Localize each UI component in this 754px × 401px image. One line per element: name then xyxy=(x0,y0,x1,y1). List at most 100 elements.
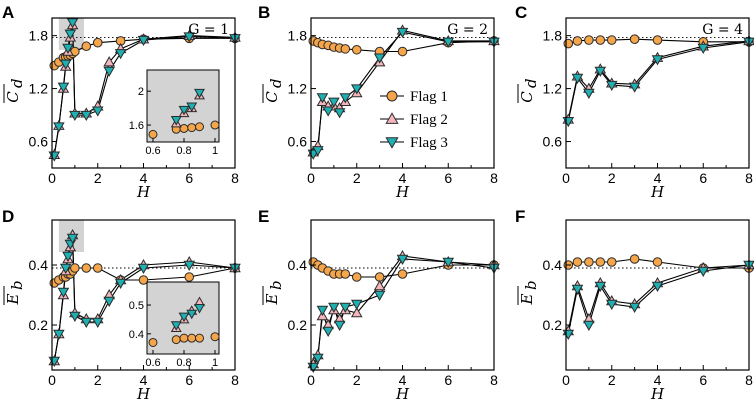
series-point-flag3 xyxy=(322,106,334,117)
series-point-flag3 xyxy=(442,257,455,268)
inset-point-flag1 xyxy=(195,333,204,343)
series-point-flag3 xyxy=(53,122,65,133)
series-point-flag3 xyxy=(339,302,352,313)
series-point-flag3 xyxy=(350,299,363,310)
series-point-flag1 xyxy=(606,257,617,267)
series-point-flag3 xyxy=(396,27,409,39)
x-tick-label: 4 xyxy=(654,372,662,388)
y-tick-label: 1.8 xyxy=(288,28,308,44)
series-point-flag3 xyxy=(396,254,409,265)
x-tick-label: 6 xyxy=(699,372,707,388)
inset-panel-D: 0.6 0.8 1 0.4 0.5 xyxy=(129,281,220,369)
inset-point-flag1 xyxy=(171,335,181,345)
y-axis-label: Eb xyxy=(262,280,285,305)
y-axis-label-sub: b xyxy=(522,280,540,290)
x-axis-label: H xyxy=(395,183,410,201)
series-point-flag1 xyxy=(351,44,362,55)
series-point-flag3 xyxy=(605,299,618,310)
plot-frame xyxy=(565,219,750,371)
inset-point-flag3 xyxy=(170,116,182,126)
series-point-flag2 xyxy=(103,56,115,67)
y-axis-label-sub: d xyxy=(8,78,26,88)
inset-panel-A: 0.6 0.8 1 1.6 2 xyxy=(129,69,220,157)
x-tick-label: 2 xyxy=(608,372,616,388)
series-point-flag1 xyxy=(81,263,92,273)
inset-point-flag3 xyxy=(186,102,198,113)
y-axis-label-main: E xyxy=(263,293,281,305)
series-point-flag3 xyxy=(80,317,93,328)
y-tick-label: 1.2 xyxy=(29,81,49,97)
series-point-flag3 xyxy=(62,251,74,262)
series-point-flag3 xyxy=(91,106,104,117)
x-tick-label: 8 xyxy=(231,170,239,186)
x-tick-label: 2 xyxy=(94,170,102,186)
g-label: G = 1 xyxy=(188,22,229,38)
legend-label: Flag 1 xyxy=(410,89,448,105)
inset-point-flag1 xyxy=(148,337,158,347)
series-point-flag3 xyxy=(328,97,340,108)
inset-point-flag1 xyxy=(210,120,220,130)
series-point-flag3 xyxy=(605,80,618,92)
series-point-flag3 xyxy=(373,53,386,64)
y-tick-label: 1.8 xyxy=(29,28,49,44)
x-tick-label: 4 xyxy=(399,170,407,186)
y-tick-label: 0.6 xyxy=(288,134,308,150)
series-point-flag3 xyxy=(697,266,710,277)
y-axis-label: Cd xyxy=(262,78,285,103)
x-axis-label: H xyxy=(136,385,151,401)
y-tick-label: 0.2 xyxy=(543,317,563,333)
series-point-flag3 xyxy=(312,353,324,364)
series-point-flag1 xyxy=(563,38,574,49)
x-axis-label: H xyxy=(136,183,151,201)
x-axis-label: H xyxy=(395,385,410,401)
x-axis-label: H xyxy=(650,385,665,401)
x-tick-label: 0 xyxy=(562,372,570,388)
y-tick-label: 1.8 xyxy=(543,28,563,44)
y-axis-label-main: C xyxy=(4,91,22,103)
legend-marker-flag2 xyxy=(385,112,399,124)
x-tick-label: 6 xyxy=(185,372,193,388)
series-point-flag1 xyxy=(584,35,594,45)
series-point-flag1 xyxy=(606,35,617,45)
series-point-flag3 xyxy=(339,93,352,104)
panel-D: 0 2 4 6 8 0.2 0.4 H Eb D 0.6 0.8 1 0.4 0.5 xyxy=(2,207,241,401)
series-point-flag3 xyxy=(373,290,386,301)
panel-A: 0 2 4 6 8 0.6 1.2 1.8 H Cd A G = 1 0.6 0.8 1 1.6 2 xyxy=(2,3,241,201)
panel-letter: A xyxy=(2,3,14,22)
series-point-flag3 xyxy=(59,263,72,274)
series-point-flag3 xyxy=(57,287,70,298)
series-point-flag1 xyxy=(652,35,663,45)
x-tick-label: 6 xyxy=(444,170,452,186)
inset-y-tick-label: 1.6 xyxy=(129,120,144,132)
x-tick-label: 2 xyxy=(608,170,616,186)
panel-letter: B xyxy=(258,3,270,22)
series-line-flag2 xyxy=(567,264,750,332)
y-axis-label-main: E xyxy=(518,293,536,305)
inset-point-flag3 xyxy=(178,105,190,116)
y-axis-label-sub: b xyxy=(267,280,285,290)
series-point-flag3 xyxy=(114,278,127,289)
series-point-flag1 xyxy=(374,272,385,282)
inset-x-tick-label: 0.6 xyxy=(145,357,160,369)
inset-y-tick-label: 0.4 xyxy=(129,329,144,341)
series-point-flag1 xyxy=(397,269,408,279)
series-point-flag3 xyxy=(69,311,81,322)
series-point-flag3 xyxy=(651,281,664,292)
x-tick-label: 6 xyxy=(699,170,707,186)
y-axis-label-sub: b xyxy=(8,280,26,290)
panel-B: 0 2 4 6 8 0.6 1.2 1.8 H Cd B G = 2 xyxy=(258,3,500,201)
series-point-flag3 xyxy=(312,146,324,157)
series-point-flag1 xyxy=(572,36,583,46)
y-axis-label-main: E xyxy=(4,293,22,305)
series-point-flag3 xyxy=(80,110,93,122)
series-point-flag3 xyxy=(571,73,584,84)
x-tick-label: 0 xyxy=(307,170,315,186)
g-label: G = 4 xyxy=(702,22,743,38)
series-point-flag3 xyxy=(69,110,81,122)
series-point-flag1 xyxy=(184,272,195,282)
inset-y-tick-label: 2 xyxy=(138,86,144,98)
panel-letter: F xyxy=(515,207,525,226)
inset-point-flag1 xyxy=(195,122,204,132)
y-axis-label-main: C xyxy=(518,91,536,103)
